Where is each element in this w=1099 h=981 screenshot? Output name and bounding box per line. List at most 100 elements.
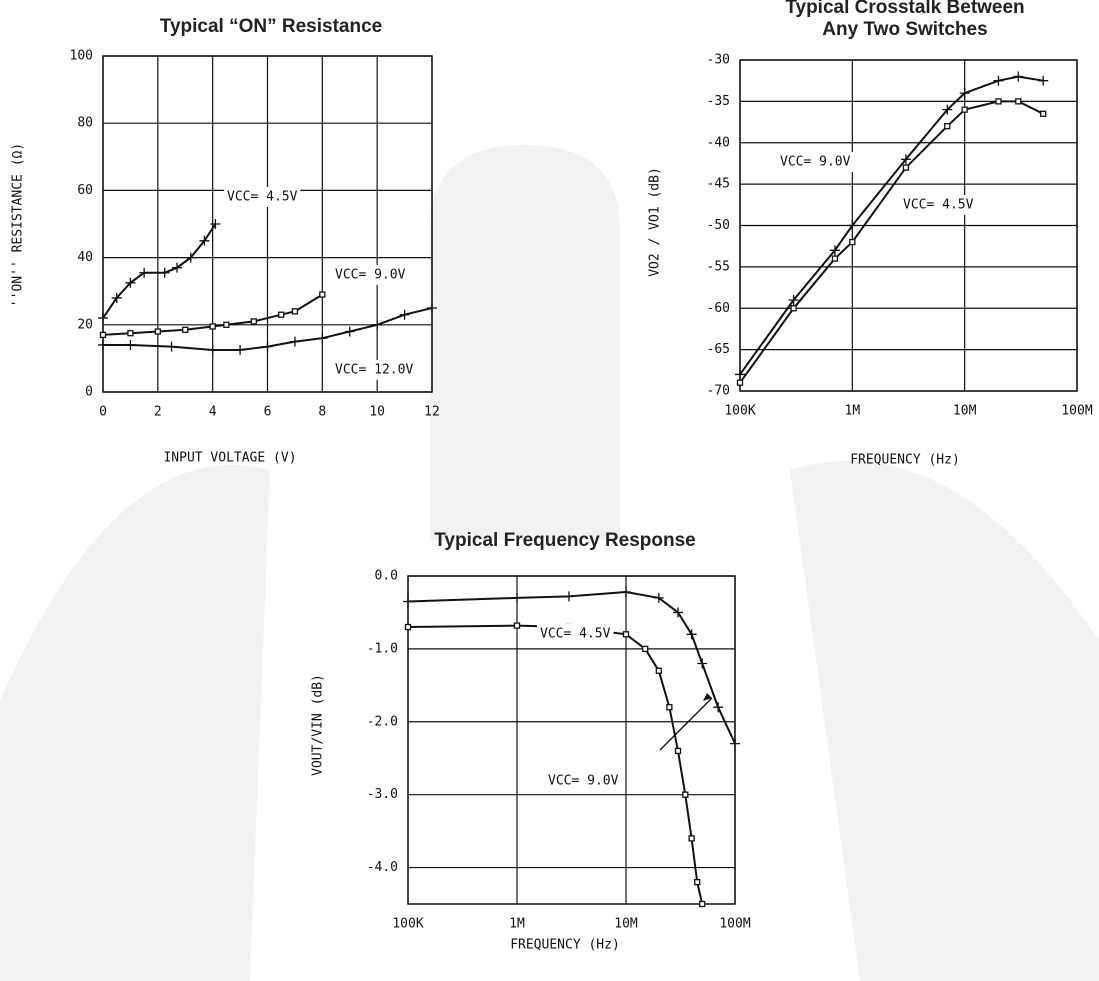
- series-line: [739, 75, 1044, 375]
- y-tick-label: -35: [707, 94, 730, 109]
- point-marker: [404, 623, 412, 631]
- y-tick-label: -40: [707, 135, 730, 150]
- chart-title: Typical Crosstalk Between: [785, 0, 1024, 18]
- point-marker: [289, 336, 300, 347]
- point-marker: [673, 607, 684, 618]
- point-marker: [961, 106, 968, 113]
- series-label: VCC= 12.0V: [335, 363, 413, 378]
- series-label: VCC= 4.5V: [903, 198, 974, 213]
- y-tick-label: 40: [77, 250, 93, 265]
- point-marker: [686, 629, 697, 640]
- point-marker: [210, 219, 221, 229]
- point-marker: [98, 313, 108, 324]
- point-marker: [235, 345, 246, 355]
- y-axis-label: VOUT/VIN (dB): [311, 674, 326, 776]
- series-line: [102, 293, 323, 336]
- y-axis-label: VO2 / VO1 (dB): [648, 167, 663, 277]
- y-tick-label: 80: [77, 116, 93, 131]
- y-tick-label: 0: [85, 385, 93, 400]
- point-marker: [98, 339, 108, 350]
- point-marker: [291, 308, 299, 315]
- x-tick-label: 0: [99, 405, 107, 420]
- legend-label-bg: [900, 195, 977, 215]
- x-tick-label: 1M: [845, 404, 861, 419]
- x-tick-label: 12: [424, 405, 440, 420]
- y-tick-label: -45: [707, 177, 730, 192]
- point-marker: [959, 88, 970, 99]
- x-tick-label: 100M: [1061, 404, 1092, 419]
- x-tick-label: 100K: [392, 917, 423, 932]
- x-tick-label: 10: [369, 405, 385, 420]
- x-tick-label: 8: [318, 405, 326, 420]
- y-tick-label: -70: [707, 384, 730, 399]
- annotation-arrow: [659, 697, 713, 751]
- point-marker: [944, 123, 951, 130]
- point-marker: [172, 262, 183, 273]
- point-marker: [564, 591, 575, 602]
- point-marker: [139, 267, 150, 278]
- point-marker: [154, 328, 161, 335]
- point-marker: [849, 238, 856, 246]
- y-tick-label: -3.0: [367, 787, 398, 802]
- point-marker: [790, 305, 797, 312]
- y-tick-label: -50: [707, 218, 730, 233]
- point-marker: [697, 658, 708, 669]
- y-tick-label: 20: [77, 317, 93, 332]
- series-line: [103, 307, 433, 351]
- point-marker: [653, 592, 664, 603]
- x-axis-label: INPUT VOLTAGE (V): [163, 451, 296, 466]
- point-marker: [788, 294, 799, 305]
- point-marker: [942, 104, 953, 115]
- point-marker: [512, 592, 522, 603]
- point-marker: [1013, 71, 1024, 82]
- x-tick-label: 100M: [719, 917, 750, 932]
- point-marker: [427, 303, 437, 313]
- point-marker: [262, 341, 273, 352]
- point-marker: [317, 333, 328, 344]
- chart: Typical “ON” Resistance 0 20 40 60 80 100 0 2 4 6 8…: [11, 16, 440, 465]
- series-line: [739, 100, 1044, 384]
- point-marker: [666, 704, 673, 711]
- point-marker: [159, 267, 170, 278]
- point-marker: [995, 98, 1002, 105]
- point-marker: [1040, 110, 1047, 117]
- point-marker: [403, 596, 413, 607]
- point-marker: [185, 252, 196, 263]
- point-marker: [207, 345, 218, 355]
- x-tick-label: 4: [209, 405, 217, 420]
- point-marker: [344, 326, 355, 337]
- legend-label-bg: [537, 624, 614, 644]
- point-marker: [1038, 75, 1049, 86]
- series-label: VCC= 9.0V: [548, 774, 619, 789]
- point-marker: [1015, 98, 1022, 105]
- x-tick-label: 2: [154, 405, 162, 420]
- y-tick-label: -30: [707, 53, 730, 68]
- legend-label-bg: [545, 771, 622, 791]
- point-marker: [902, 164, 910, 171]
- point-marker: [111, 292, 122, 303]
- y-tick-label: -65: [707, 342, 730, 357]
- x-tick-label: 6: [264, 405, 272, 420]
- point-marker: [127, 330, 134, 337]
- point-marker: [655, 667, 662, 674]
- watermark: [0, 145, 1099, 981]
- point-marker: [682, 791, 689, 798]
- legend-label-bg: [332, 360, 417, 380]
- legend-label-bg: [224, 187, 301, 207]
- point-marker: [182, 326, 189, 333]
- point-marker: [847, 220, 858, 231]
- series-line: [102, 223, 217, 319]
- arrow-head: [703, 693, 712, 701]
- point-marker: [278, 311, 285, 318]
- y-tick-label: 0.0: [375, 569, 398, 584]
- y-tick-label: -1.0: [367, 641, 398, 656]
- y-tick-label: -2.0: [367, 714, 398, 729]
- series-label: VCC= 4.5V: [227, 190, 298, 205]
- legend-label-bg: [777, 152, 854, 172]
- point-marker: [674, 747, 682, 755]
- point-marker: [250, 318, 257, 325]
- series-label: VCC= 4.5V: [540, 627, 611, 642]
- point-marker: [223, 321, 230, 328]
- legend-label-bg: [332, 265, 409, 285]
